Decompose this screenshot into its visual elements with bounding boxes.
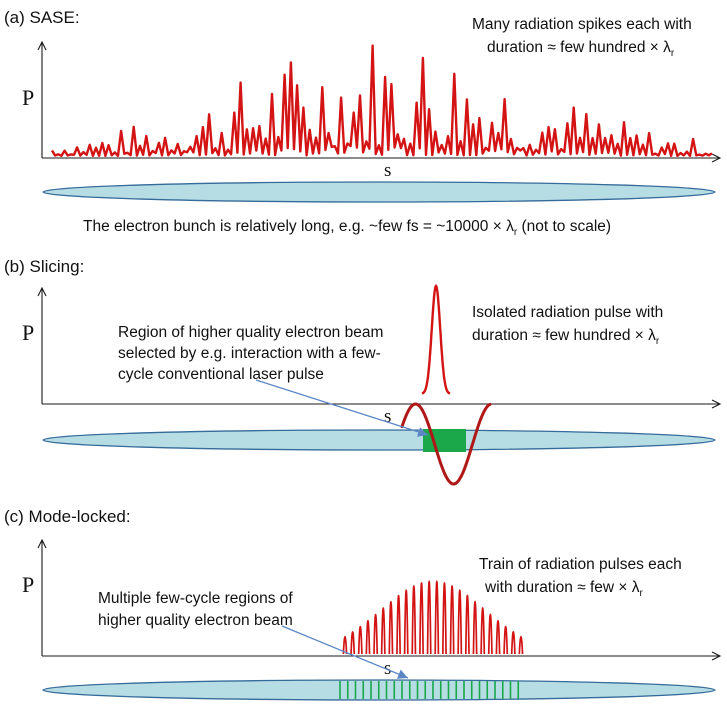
pulse-spike xyxy=(403,589,409,655)
pulse-spike xyxy=(464,595,470,655)
pulse-train xyxy=(342,580,524,655)
panel-a-x-label: s xyxy=(384,160,391,181)
panel-c-y-label: P xyxy=(22,572,34,597)
pulse-spike xyxy=(380,607,386,655)
panel-c-mode-locked: (c) Mode-locked: P s Train of radiation … xyxy=(4,507,720,701)
pulse-spike xyxy=(411,585,417,655)
pulse-spike xyxy=(342,635,348,655)
panel-a-y-label: P xyxy=(22,85,34,110)
pulse-spike xyxy=(487,613,493,655)
panel-b-pointer-arrow xyxy=(255,379,429,437)
pulse-spike xyxy=(503,626,509,655)
pulse-spike xyxy=(434,580,440,655)
pulse-spike xyxy=(472,600,478,655)
panel-c-note-line2: with duration ≈ few × λr xyxy=(484,579,644,599)
pulse-spike xyxy=(518,635,524,655)
panel-c-x-label: s xyxy=(384,658,391,679)
panel-b-region-line2: selected by e.g. interaction with a few- xyxy=(118,345,381,362)
panel-a-note-line1: Many radiation spikes each with xyxy=(472,16,692,33)
panel-b-note-line1: Isolated radiation pulse with xyxy=(472,304,663,321)
panel-c-pointer-arrow xyxy=(281,625,409,679)
green-slice-train xyxy=(339,681,520,699)
pulse-spike xyxy=(426,580,432,655)
pulse-spike xyxy=(449,585,455,655)
pulse-spike xyxy=(357,626,363,655)
panel-b-region-line1: Region of higher quality electron beam xyxy=(118,324,383,341)
panel-c-region-line1: Multiple few-cycle regions of xyxy=(98,590,293,607)
panel-c-region-line2: higher quality electron beam xyxy=(98,612,293,629)
panel-b-note-line2: duration ≈ few hundred × λr xyxy=(472,327,660,347)
panel-a-heading: (a) SASE: xyxy=(4,8,80,27)
panel-c-note-line1: Train of radiation pulses each xyxy=(479,556,682,573)
panel-b-electron-bunch xyxy=(42,429,716,451)
pulse-spike xyxy=(442,582,447,655)
panel-a-sase: (a) SASE: P s Many radiation spikes each… xyxy=(4,8,720,238)
sase-radiation-spikes xyxy=(50,44,713,158)
pulse-spike xyxy=(388,600,394,655)
panel-a-caption: The electron bunch is relatively long, e… xyxy=(83,218,611,238)
panel-a-electron-bunch xyxy=(42,181,716,203)
pulse-spike xyxy=(365,619,371,655)
panel-b-heading: (b) Slicing: xyxy=(4,257,84,276)
pulse-spike xyxy=(373,613,379,655)
isolated-radiation-pulse xyxy=(421,283,451,395)
pulse-spike xyxy=(419,582,424,655)
panel-c-heading: (c) Mode-locked: xyxy=(4,507,131,526)
panel-b-slicing: (b) Slicing: P s Isolated radiation puls… xyxy=(4,257,720,486)
pulse-spike xyxy=(480,607,486,655)
pulse-spike xyxy=(495,619,501,655)
pulse-spike xyxy=(457,589,463,655)
panel-b-region-line3: cycle conventional laser pulse xyxy=(118,366,324,383)
panel-a-note-line2: duration ≈ few hundred × λr xyxy=(487,39,675,59)
pulse-spike xyxy=(510,631,516,655)
selected-slice xyxy=(423,429,466,452)
pulse-spike xyxy=(350,631,356,655)
panel-b-y-label: P xyxy=(22,320,34,345)
pulse-spike xyxy=(396,595,401,655)
laser-pulse-wave xyxy=(400,402,492,486)
panel-b-x-label: s xyxy=(384,406,391,427)
